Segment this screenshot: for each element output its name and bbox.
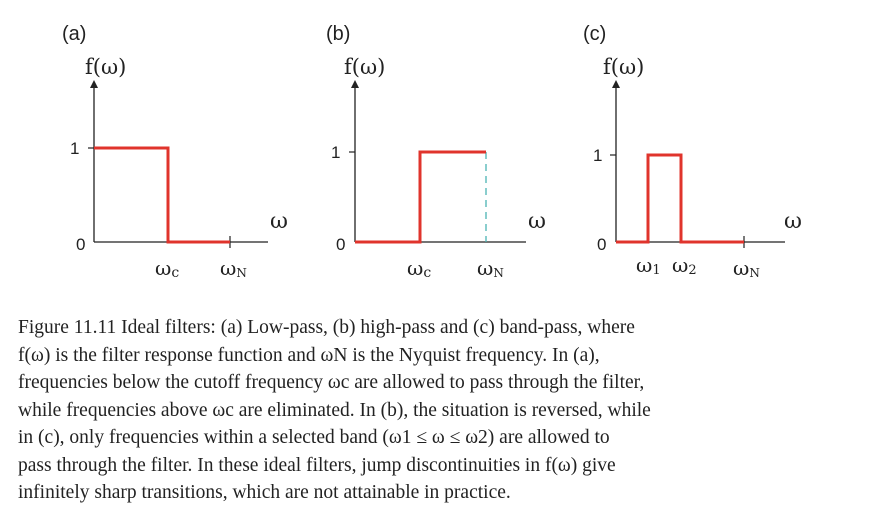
panel-c-ytick-label-1: 1: [593, 146, 602, 165]
panel-a-label: (a): [62, 23, 86, 45]
panel-b-xtick-label-wc: ωc: [407, 256, 431, 281]
panel-b-ytick-label-0: 0: [336, 235, 345, 254]
panel-c-xtick-label-wN: ωN: [733, 256, 760, 280]
caption-line: Figure 11.11 Ideal filters: (a) Low-pass…: [18, 317, 635, 338]
ideal-filters-figure: (a) f(ω) 1 0 ω ωc ωN (b) f(ω) 1 0 ω ωc ω…: [62, 23, 802, 281]
caption-line: f(ω) is the filter response function and…: [18, 344, 600, 366]
panel-b: (b) f(ω) 1 0 ω ωc ωN: [326, 23, 546, 281]
caption-line: frequencies below the cutoff frequency ω…: [18, 372, 645, 393]
panel-a-ytick-label-1: 1: [70, 139, 79, 158]
panel-a-response-line: [94, 146, 230, 244]
panel-c-ytick-label-0: 0: [597, 235, 606, 254]
panel-a-ytick-label-0: 0: [76, 235, 85, 254]
panel-b-ytick-label-1: 1: [331, 143, 340, 162]
panel-b-xtick-label-wN: ωN: [477, 256, 504, 280]
panel-a-xaxis-label: ω: [270, 209, 288, 234]
caption-line: infinitely sharp transitions, which are …: [18, 482, 511, 503]
figure-caption: Figure 11.11 Ideal filters: (a) Low-pass…: [18, 314, 850, 507]
panel-c-xtick-label-w2: ω2: [672, 253, 697, 278]
panel-b-response-line: [355, 150, 486, 244]
panel-a: (a) f(ω) 1 0 ω ωc ωN: [62, 23, 288, 281]
panel-a-ylabel: f(ω): [85, 55, 126, 79]
panel-c-label: (c): [583, 23, 606, 45]
caption-line: in (c), only frequencies within a select…: [18, 427, 610, 448]
panel-c-xaxis-label: ω: [784, 209, 802, 234]
panel-c-response-line: [616, 153, 744, 244]
panel-b-label: (b): [326, 23, 350, 45]
panel-c-ylabel: f(ω): [603, 55, 644, 79]
panel-b-xaxis-label: ω: [528, 209, 546, 234]
panel-c: (c) f(ω) 1 0 ω ω1 ω2 ωN: [583, 23, 802, 280]
panel-a-xtick-label-wc: ωc: [155, 256, 179, 281]
caption-line: while frequencies above ωc are eliminate…: [18, 399, 651, 421]
caption-line: pass through the filter. In these ideal …: [18, 454, 616, 476]
panel-a-xtick-label-wN: ωN: [220, 256, 247, 280]
panel-b-ylabel: f(ω): [344, 55, 385, 79]
panel-c-xtick-label-w1: ω1: [636, 253, 661, 278]
